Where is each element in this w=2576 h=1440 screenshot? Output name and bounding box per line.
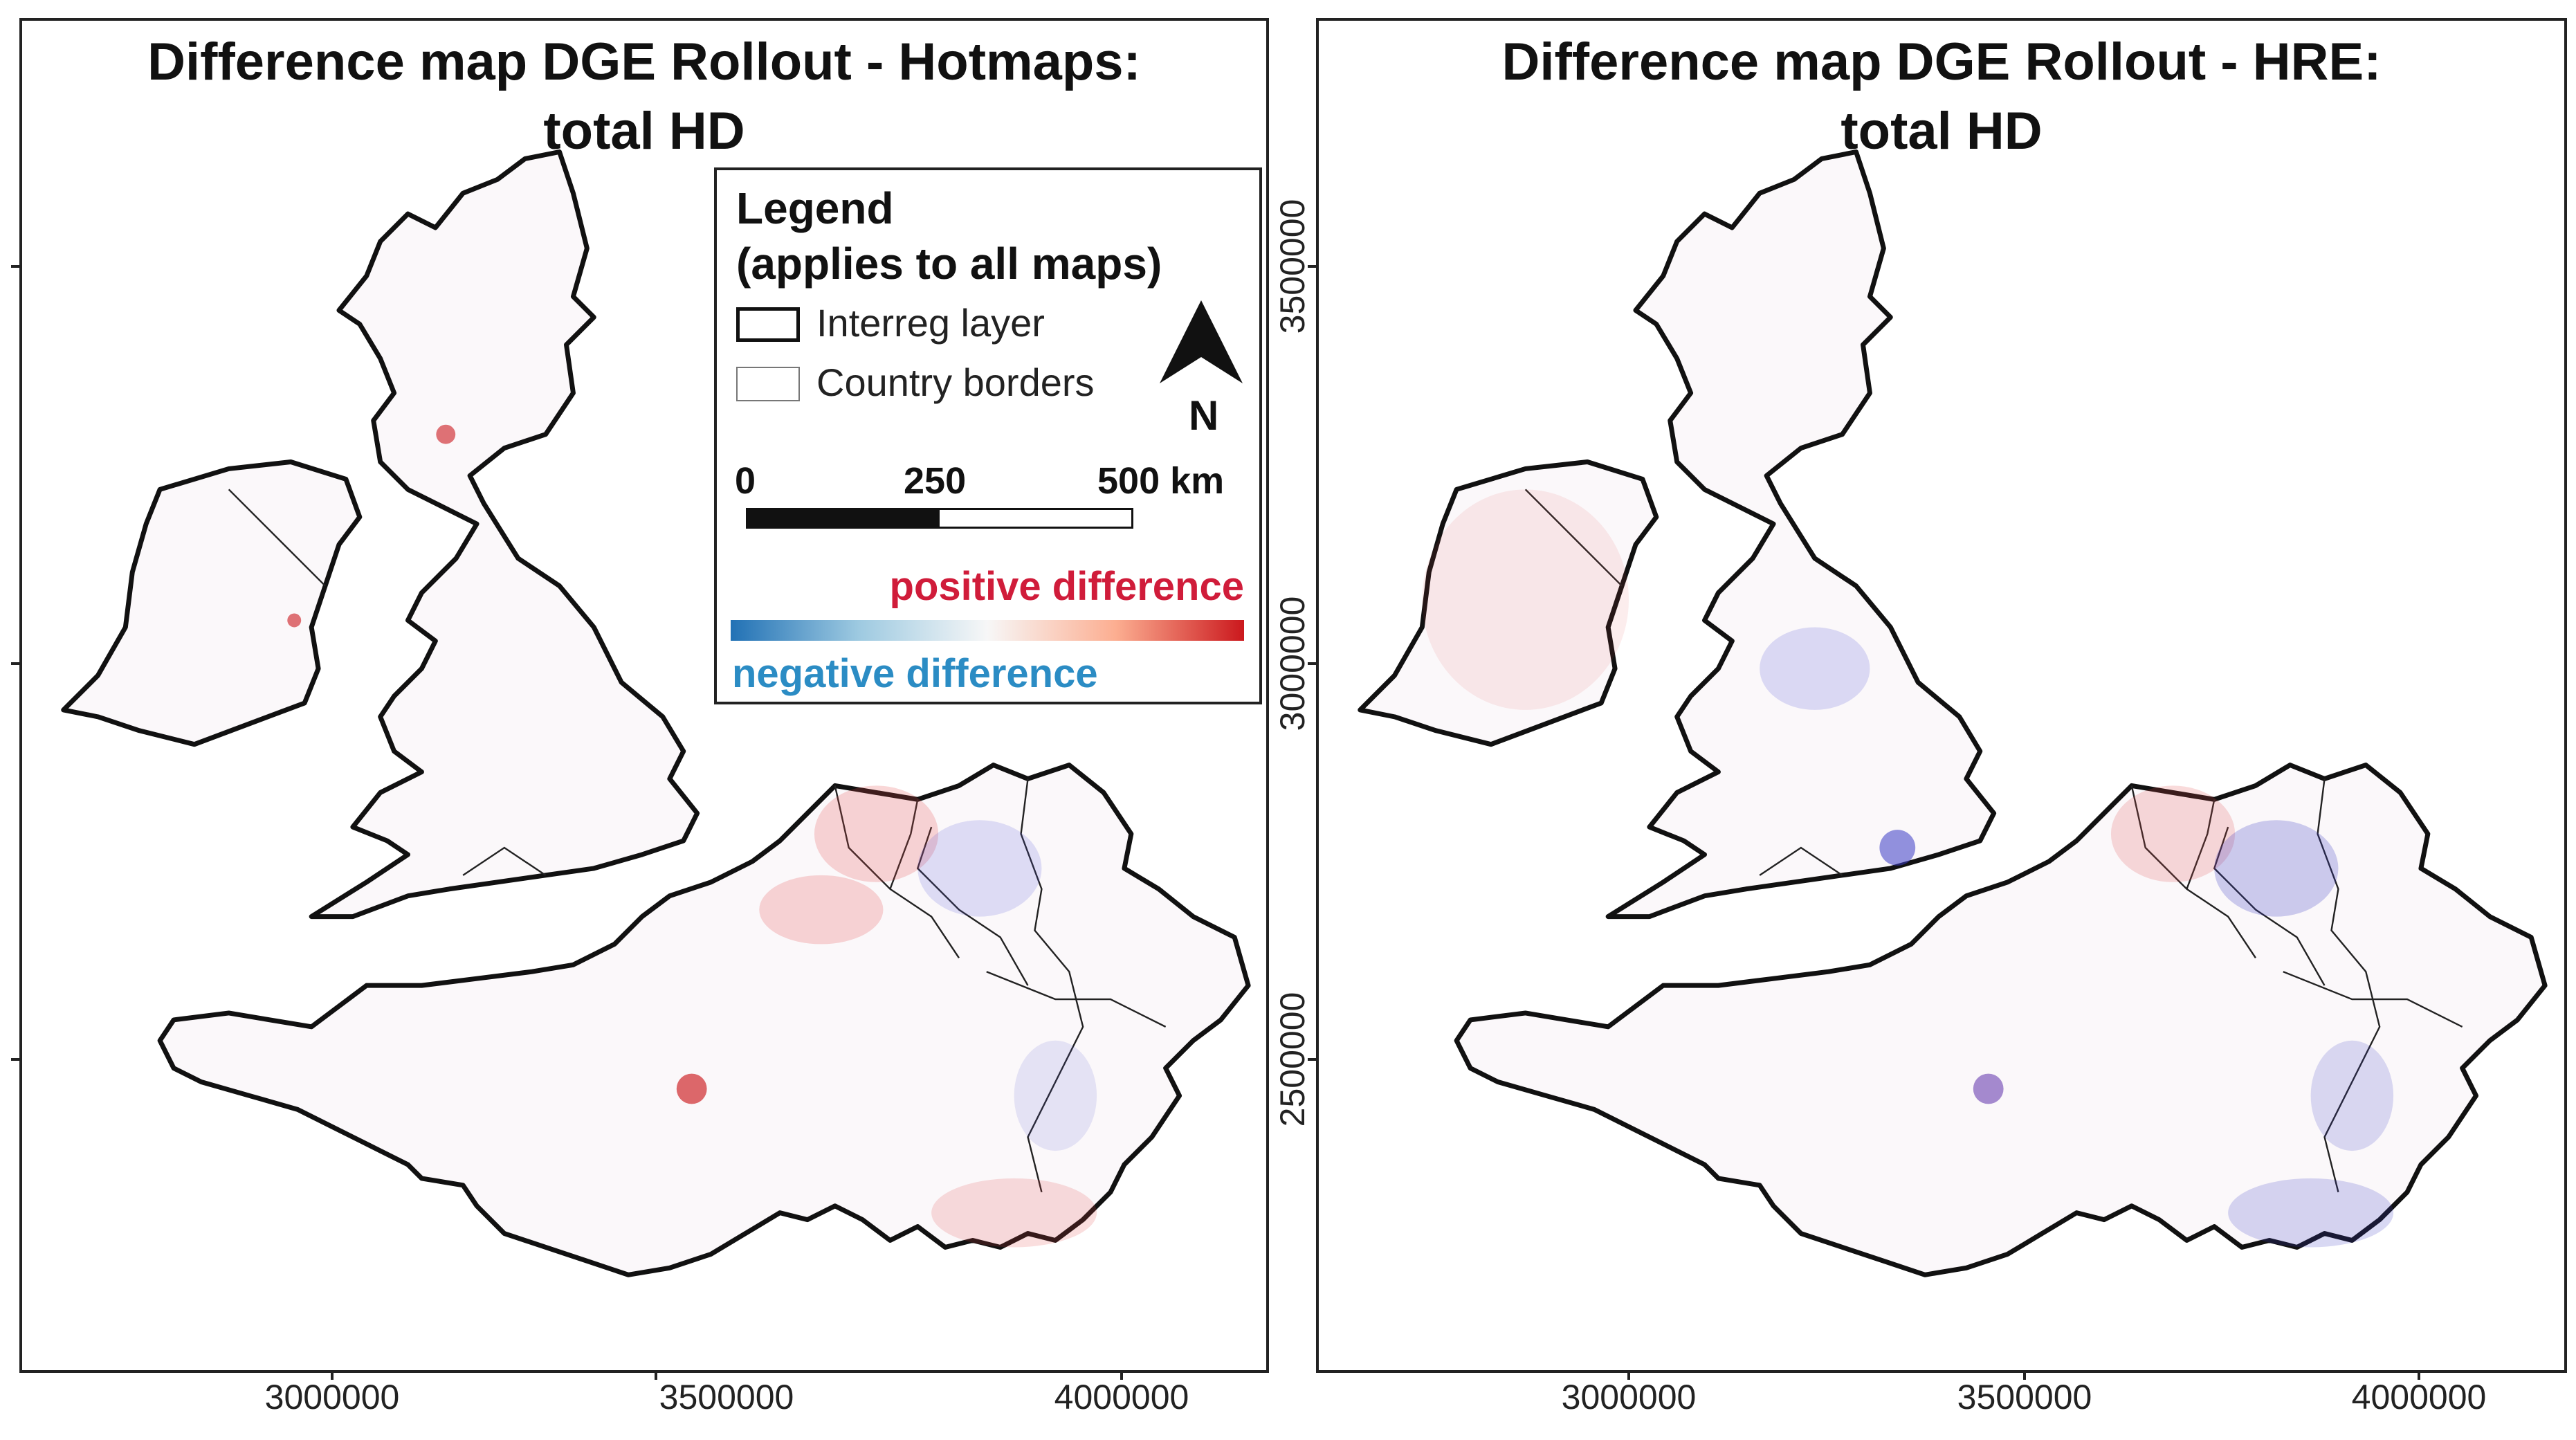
x-tick-label-right: 3000000 [1561,1378,1697,1416]
region-border-4 [2283,971,2463,1028]
hotspot-germany [2214,820,2339,917]
x-tick-label-right: 4000000 [2351,1378,2487,1416]
region-border-3 [2317,778,2381,1193]
region-border-7 [1524,489,1623,587]
hotspot-germany [917,820,1042,917]
x-tick-mark [2023,1370,2026,1380]
legend-label-country: Country borders [816,361,1095,404]
x-tick-label-right: 3500000 [1957,1378,2092,1416]
hotspot-dublin [287,613,302,628]
legend-negative-label: negative difference [732,651,1098,696]
map-title-line2: total HD [543,102,745,161]
x-tick-mark [1627,1370,1630,1380]
region-border-4 [986,971,1167,1028]
region-border-7 [228,489,326,587]
hotspot-switzerland [2228,1178,2394,1248]
region-border-2 [2213,826,2326,986]
region-border-6 [462,846,547,876]
north-arrow-icon [1160,300,1243,383]
y-tick-mark [11,662,21,665]
legend-swatch-country [736,367,800,401]
y-tick-mark [1308,1058,1317,1061]
y-tick-label: 3000000 [1273,596,1312,731]
legend-label-interreg: Interreg layer [816,301,1045,345]
hotspot-glasgow [436,424,456,444]
region-border-5 [889,799,919,890]
map-title-line1: Difference map DGE Rollout - HRE: [1501,33,2382,91]
scalebar-filled-segment [748,510,940,527]
map-canvas-hre [1358,149,2548,1277]
map-legend: Legend (applies to all maps) Interreg la… [714,167,1262,704]
x-tick-mark [1120,1370,1123,1380]
y-tick-label: 3500000 [1273,199,1312,334]
region-border-5 [2186,799,2216,890]
land-ireland [61,459,363,747]
hotspot-layer [287,424,1097,1248]
hotspot-paris [676,1073,707,1104]
hotspot-alsace [2310,1040,2394,1151]
legend-swatch-interreg [736,307,800,342]
region-border-6 [1759,846,1843,876]
x-tick-label-left: 3500000 [659,1378,794,1416]
map-title-line1: Difference map DGE Rollout - Hotmaps: [147,33,1141,91]
hotspot-layer [1422,489,2394,1248]
hotspot-midlands [1760,627,1870,710]
hotspot-ireland [1422,489,1629,710]
map-title-hre: Difference map DGE Rollout - HRE: total … [1319,28,2564,166]
land-continent [157,763,1251,1277]
map-panel-hre: Difference map DGE Rollout - HRE: total … [1316,18,2567,1373]
legend-color-ramp [731,620,1244,641]
land-ireland [1358,459,1659,747]
scalebar-label-0: 0 [735,460,756,502]
x-tick-mark [2418,1370,2420,1380]
hotspot-belgium [759,875,884,945]
hotspot-switzerland [931,1178,1097,1248]
y-tick-mark [11,1058,21,1061]
hotspot-alsace [1014,1040,1097,1151]
y-tick-label: 2500000 [1273,992,1312,1127]
hotspot-paris [1973,1073,2004,1104]
land-great-britain [309,149,700,920]
land-continent [1454,763,2548,1277]
legend-subtitle: (applies to all maps) [736,239,1162,289]
y-tick-mark [11,265,21,268]
y-tick-mark [1308,265,1317,268]
x-tick-mark [655,1370,657,1380]
map-canvas-hotmaps [61,149,1251,1277]
hotspot-netherlands [2110,785,2236,882]
hotspot-netherlands [814,785,939,882]
legend-positive-label: positive difference [889,564,1244,609]
land-great-britain [1605,149,1997,920]
scalebar-label-500: 500 km [1097,460,1225,502]
y-tick-mark [1308,662,1317,665]
region-border-2 [916,826,1029,986]
scalebar [746,508,1133,529]
x-tick-mark [331,1370,334,1380]
x-tick-label-left: 3000000 [264,1378,400,1416]
hotspot-london [1879,830,1916,866]
scalebar-label-250: 250 [904,460,967,502]
legend-title: Legend [736,183,894,233]
x-tick-label-left: 4000000 [1054,1378,1189,1416]
region-border-3 [1020,778,1084,1193]
north-label: N [1189,392,1219,439]
map-title-line2: total HD [1840,102,2043,161]
map-title-hotmaps: Difference map DGE Rollout - Hotmaps: to… [22,28,1266,166]
